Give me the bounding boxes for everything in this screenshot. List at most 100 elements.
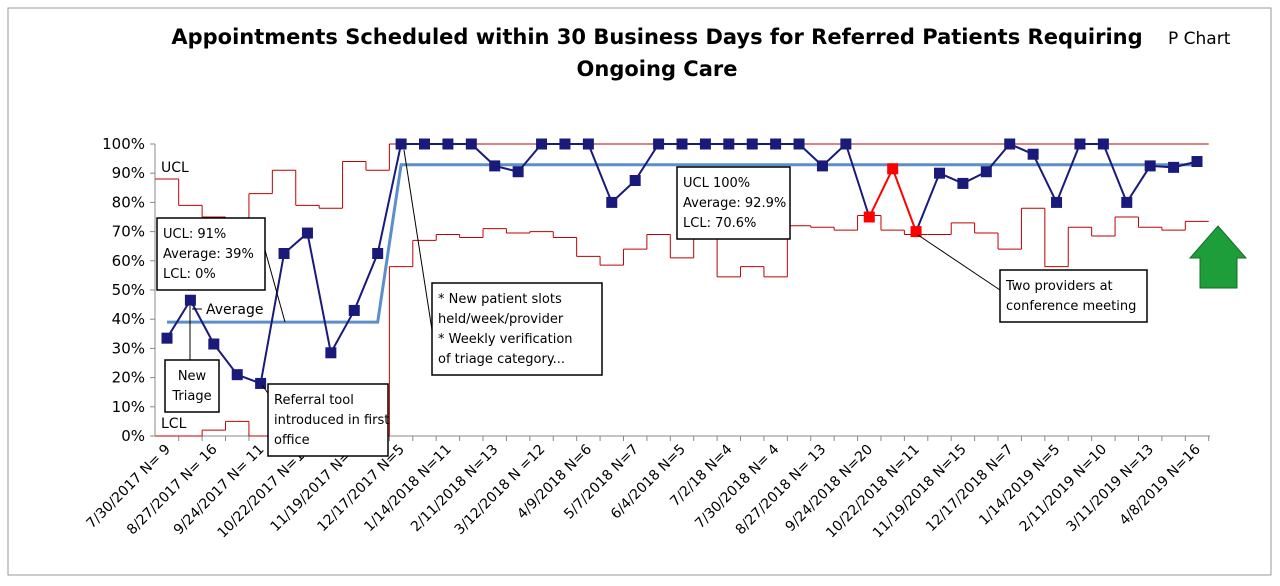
chart-title: Ongoing Care (577, 57, 738, 81)
annotation-text: Referral tool (274, 393, 354, 408)
x-tick-label: 4/8/2019 N=16 (1117, 441, 1204, 528)
annotation-text: Two providers at (1005, 279, 1113, 294)
data-point (536, 138, 548, 150)
y-tick-label: 70% (112, 223, 145, 241)
data-point (980, 166, 992, 178)
annotation-text: conference meeting (1006, 299, 1136, 314)
x-tick-label: 3/11/2019 N=13 (1063, 442, 1157, 536)
x-tick-label: 7/30/2018 N= 4 (692, 441, 782, 531)
data-point (419, 138, 430, 150)
data-segment (587, 143, 613, 203)
data-point (840, 138, 852, 150)
y-tick-label: 80% (112, 193, 145, 211)
chart-label: P Chart (1168, 29, 1231, 49)
annotation-text: UCL: 91% (163, 227, 226, 242)
y-tick-label: 20% (112, 369, 145, 387)
data-point (816, 160, 828, 172)
data-point (653, 138, 665, 150)
data-point (1191, 156, 1203, 168)
trend-arrow (1188, 225, 1248, 289)
data-point (1051, 196, 1063, 208)
data-point (255, 377, 267, 389)
x-tick-label: 2/11/2018 N=13 (408, 442, 502, 536)
data-segment (634, 143, 660, 182)
annotation-text: Average: 92.9% (683, 196, 786, 211)
data-segment (353, 253, 379, 311)
chart-title: Appointments Scheduled within 30 Busines… (171, 25, 1142, 49)
annotation-text: Triage (171, 389, 211, 404)
x-tick-label: 12/17/2018 N=7 (923, 442, 1017, 536)
data-point (934, 167, 945, 179)
data-point (863, 211, 875, 223)
leader-line (264, 249, 286, 323)
x-tick-label: 8/27/2017 N= 16 (124, 441, 221, 538)
annotation-text: introduced in first (274, 413, 389, 428)
annotation-text: New (178, 369, 207, 384)
data-point (1121, 196, 1133, 208)
annotation-text: LCL: 70.6% (683, 216, 756, 231)
annotation-text: office (274, 433, 310, 448)
leader-line (403, 149, 433, 331)
data-point (1074, 138, 1086, 150)
data-segment (1102, 143, 1128, 203)
annotation-box (156, 217, 266, 291)
annotation-text: held/week/provider (438, 312, 564, 327)
y-tick-label: 90% (112, 164, 145, 182)
data-segment (166, 299, 192, 339)
annotation-text: Average: 39% (163, 247, 254, 262)
annotation-box (431, 282, 603, 376)
data-point (699, 138, 711, 150)
data-point (676, 138, 688, 150)
data-point (723, 138, 735, 150)
chart-border (7, 7, 1272, 576)
data-segment (259, 253, 286, 384)
y-tick-label: 40% (112, 310, 145, 328)
data-segment (189, 299, 215, 345)
annotation-box (164, 359, 220, 413)
x-tick-label: 3/12/2018 N =12 (452, 442, 549, 539)
x-tick-label: 9/24/2018 N=20 (783, 442, 877, 536)
annotation-text: LCL: 0% (163, 267, 216, 282)
y-tick-label: 100% (102, 135, 145, 153)
data-point (184, 294, 196, 306)
annotation-text: UCL 100% (683, 176, 750, 191)
data-point (278, 248, 290, 259)
x-tick-label: 9/24/2017 N= 11 (171, 442, 268, 539)
data-segment (1125, 165, 1152, 203)
line-label: UCL (161, 160, 189, 176)
data-point (1004, 138, 1016, 150)
y-tick-label: 10% (112, 398, 145, 416)
y-tick-label: 0% (121, 427, 145, 445)
line-label: LCL (161, 416, 187, 432)
data-point (208, 338, 220, 350)
data-point (910, 226, 922, 238)
annotation-box (676, 166, 791, 240)
data-point (161, 332, 173, 344)
data-segment (891, 168, 918, 232)
data-segment (868, 168, 894, 218)
data-point (770, 138, 782, 150)
data-point (489, 160, 501, 172)
leader-line (917, 234, 1001, 291)
x-tick-label: 2/11/2019 N=10 (1017, 442, 1111, 536)
data-point (325, 347, 337, 359)
y-tick-label: 60% (112, 252, 145, 270)
data-point (301, 227, 313, 239)
center-line (167, 163, 1197, 324)
data-point (957, 177, 969, 189)
data-point (348, 304, 360, 316)
data-point (559, 138, 571, 150)
data-point (887, 163, 899, 175)
annotation-text: * Weekly verification (438, 332, 573, 347)
annotation-box (267, 383, 389, 457)
annotation-box (999, 269, 1148, 323)
data-point (582, 138, 594, 150)
x-tick-label: 1/14/2019 N=5 (976, 442, 1063, 529)
line-label: Average (206, 302, 264, 318)
data-point (465, 138, 477, 150)
data-point (1097, 138, 1109, 150)
data-point (1027, 148, 1039, 160)
data-point (372, 248, 384, 259)
data-segment (844, 143, 871, 218)
